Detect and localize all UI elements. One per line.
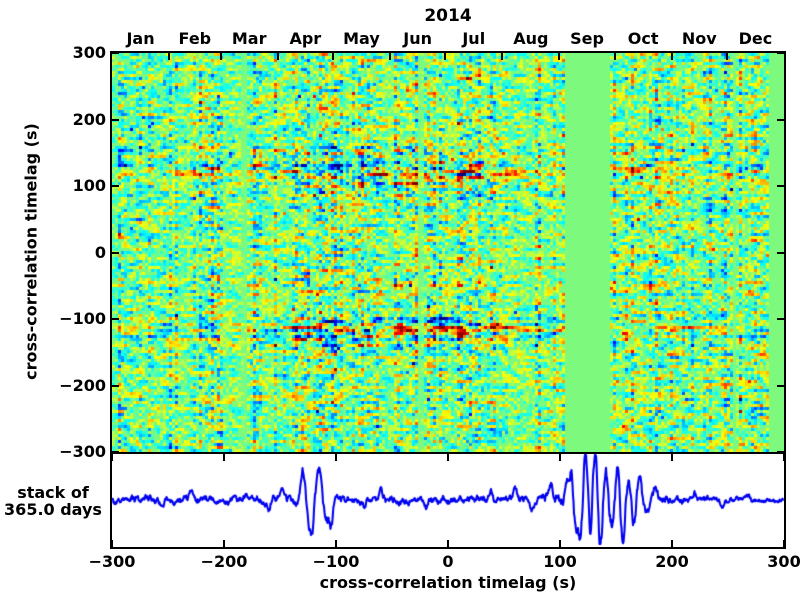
x-tick-label: 200 <box>655 552 689 571</box>
x-tick <box>559 540 561 547</box>
month-label-jul: Jul <box>462 29 486 48</box>
month-tick <box>501 53 504 60</box>
y-tick <box>777 384 784 387</box>
y-tick <box>112 118 119 121</box>
stack-label-line1: stack of <box>17 483 89 502</box>
month-label-dec: Dec <box>738 29 773 48</box>
x-tick-label: −200 <box>200 552 248 571</box>
y-tick-label: 300 <box>72 43 106 62</box>
month-label-sep: Sep <box>570 29 604 48</box>
x-tick <box>335 454 337 461</box>
y-tick <box>112 251 119 254</box>
month-label-aug: Aug <box>513 29 549 48</box>
x-tick <box>671 540 673 547</box>
x-tick <box>447 454 449 461</box>
x-tick-label: −300 <box>88 552 136 571</box>
x-tick <box>335 540 337 547</box>
x-tick-label: 100 <box>543 552 577 571</box>
y-tick <box>112 185 119 187</box>
y-tick-label: 0 <box>94 242 106 262</box>
y-tick <box>777 118 784 121</box>
month-tick <box>389 53 391 60</box>
x-tick <box>783 540 785 547</box>
month-label-jun: Jun <box>403 29 432 48</box>
x-tick-label: 300 <box>767 552 800 571</box>
correlogram-heatmap-canvas <box>112 53 784 452</box>
y-tick <box>112 318 119 320</box>
month-label-may: May <box>343 29 380 48</box>
month-tick <box>276 53 279 60</box>
month-tick <box>168 53 171 60</box>
stack-waveform-canvas <box>112 454 784 547</box>
y-tick <box>777 318 784 320</box>
y-tick <box>777 52 784 54</box>
x-tick <box>783 454 785 461</box>
month-label-mar: Mar <box>231 29 267 48</box>
month-label-feb: Feb <box>178 29 212 48</box>
month-label-oct: Oct <box>627 29 659 48</box>
x-tick <box>111 540 113 547</box>
x-tick-label: 0 <box>442 552 454 571</box>
y-tick-label: 200 <box>72 109 106 129</box>
stack-panel <box>110 452 786 549</box>
y-tick-label: −100 <box>59 309 106 328</box>
month-label-jan: Jan <box>126 29 155 48</box>
month-tick <box>558 53 561 60</box>
y-tick <box>777 185 784 187</box>
stack-label: stack of 365.0 days <box>2 484 104 518</box>
x-tick <box>671 454 673 461</box>
y-tick <box>112 384 119 387</box>
month-tick <box>725 53 728 60</box>
y-tick-label: −200 <box>59 375 106 395</box>
chart-title: 2014 <box>424 6 472 26</box>
x-tick-label: −100 <box>312 552 360 571</box>
month-tick <box>444 53 447 60</box>
x-tick <box>447 540 449 547</box>
x-tick <box>559 454 561 461</box>
month-tick <box>670 53 673 60</box>
month-tick <box>219 53 222 60</box>
x-axis-label: cross-correlation timelag (s) <box>319 573 577 592</box>
month-tick <box>613 53 616 60</box>
month-label-apr: Apr <box>289 29 322 48</box>
y-tick-label: −300 <box>59 442 106 461</box>
stack-label-line2: 365.0 days <box>4 500 102 519</box>
month-label-nov: Nov <box>681 29 717 48</box>
heatmap-panel <box>110 51 786 454</box>
x-tick <box>223 540 225 547</box>
month-tick <box>331 53 334 60</box>
y-tick <box>777 251 784 254</box>
x-tick <box>111 454 113 461</box>
x-tick <box>223 454 225 461</box>
y-tick <box>112 52 119 54</box>
y-tick-label: 100 <box>72 176 106 195</box>
